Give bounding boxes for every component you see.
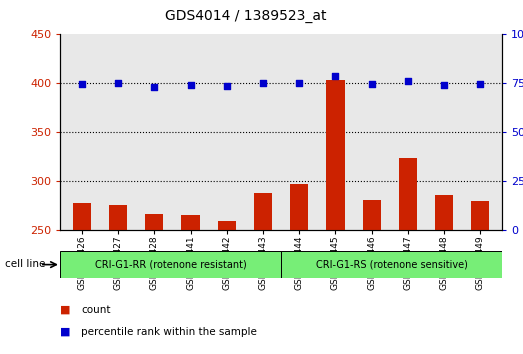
Bar: [109, 205, 127, 230]
Bar: [362, 200, 381, 230]
Bar: [60, 251, 281, 278]
Point: [150, 84, 158, 90]
Bar: [181, 215, 200, 230]
Text: ■: ■: [60, 327, 71, 337]
Point: [440, 82, 448, 88]
Point: [223, 83, 231, 88]
Point: [78, 81, 86, 87]
Bar: [399, 158, 417, 230]
Text: percentile rank within the sample: percentile rank within the sample: [81, 327, 257, 337]
Text: count: count: [81, 305, 110, 315]
Bar: [145, 215, 163, 230]
Bar: [471, 201, 490, 230]
Point: [186, 82, 195, 87]
Bar: [254, 193, 272, 230]
Point: [259, 80, 267, 86]
Bar: [218, 221, 236, 230]
Text: GDS4014 / 1389523_at: GDS4014 / 1389523_at: [165, 9, 326, 23]
Bar: [73, 202, 91, 230]
Point: [295, 80, 303, 86]
Text: ■: ■: [60, 305, 71, 315]
Point: [404, 78, 412, 84]
Text: CRI-G1-RS (rotenone sensitive): CRI-G1-RS (rotenone sensitive): [316, 259, 468, 270]
Bar: [281, 251, 502, 278]
Text: cell line: cell line: [5, 259, 46, 269]
Point: [331, 73, 339, 79]
Bar: [435, 195, 453, 230]
Point: [114, 80, 122, 86]
Text: CRI-G1-RR (rotenone resistant): CRI-G1-RR (rotenone resistant): [95, 259, 246, 270]
Point: [368, 81, 376, 86]
Point: [476, 81, 484, 87]
Bar: [290, 184, 308, 230]
Bar: [326, 80, 345, 230]
